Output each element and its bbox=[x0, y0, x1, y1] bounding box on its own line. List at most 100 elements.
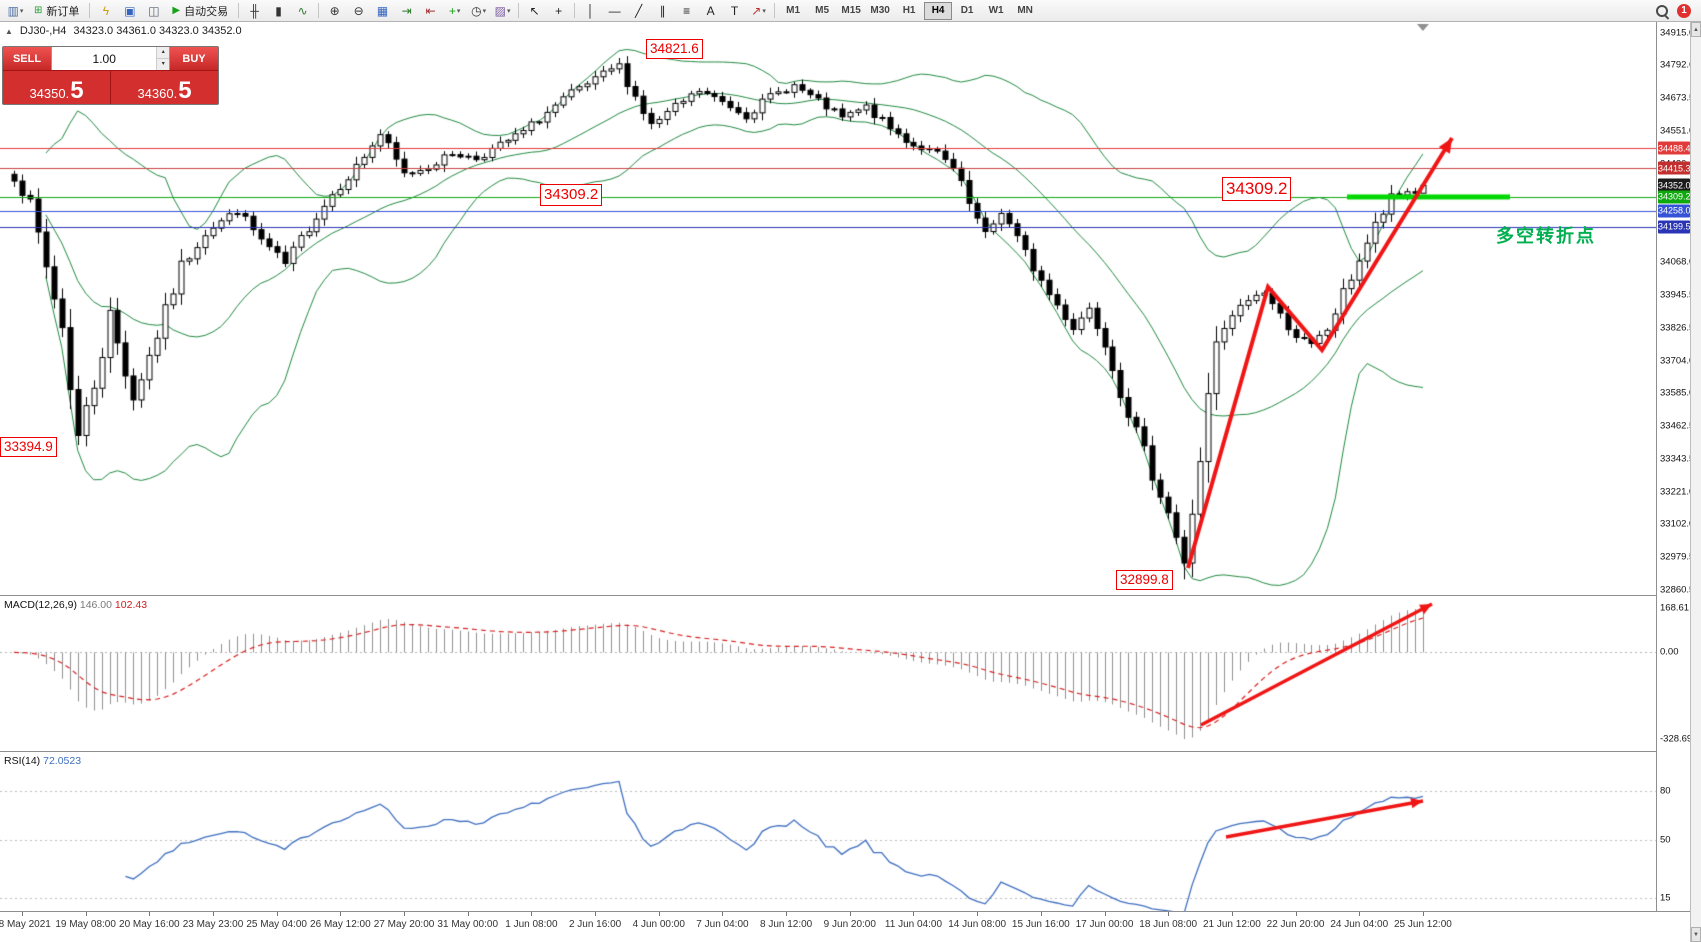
sell-button[interactable]: SELL bbox=[3, 47, 51, 70]
macd-panel-canvas[interactable] bbox=[0, 596, 1656, 751]
timeframe-button-m30[interactable]: M30 bbox=[870, 5, 890, 16]
macd-panel-splitter[interactable] bbox=[0, 595, 1690, 596]
time-axis-label: 25 May 04:00 bbox=[246, 919, 307, 930]
timeframe-button-w1[interactable]: W1 bbox=[988, 5, 1004, 16]
price-tag-34258.0: 34258.0 bbox=[1658, 204, 1691, 218]
price-axis-label: 33704.0 bbox=[1660, 355, 1695, 366]
price-axis-label: 33462.5 bbox=[1660, 420, 1695, 432]
time-axis-tick bbox=[277, 912, 278, 916]
market-icon[interactable]: ▣ bbox=[124, 3, 136, 18]
arrows-icon[interactable]: ↗ ▾ bbox=[751, 3, 766, 18]
price-axis-label: 33826.5 bbox=[1660, 322, 1695, 334]
volume-decrease-button[interactable]: ▾ bbox=[157, 59, 169, 70]
search-icon[interactable] bbox=[1651, 1, 1674, 21]
time-axis-tick bbox=[913, 912, 914, 916]
time-axis-tick bbox=[1359, 912, 1360, 916]
time-axis-tick bbox=[722, 912, 723, 916]
chart-shift-icon[interactable]: ⇤ bbox=[425, 3, 436, 18]
cursor-icon[interactable]: ↖ bbox=[529, 3, 540, 18]
new-order-button[interactable]: ⊞ 新订单 bbox=[34, 5, 80, 18]
time-axis-label: 8 Jun 12:00 bbox=[759, 919, 813, 930]
indicators-icon[interactable]: + ▾ bbox=[448, 3, 461, 18]
periods-icon[interactable]: ◷ ▾ bbox=[471, 3, 487, 18]
crosshair-icon[interactable]: + bbox=[555, 3, 563, 18]
chevron-down-icon: ▾ bbox=[456, 7, 461, 15]
bottom-price-label[interactable]: 32899.8 bbox=[1116, 570, 1173, 590]
toolbar-separator bbox=[774, 3, 776, 18]
time-axis-label: 25 Jun 12:00 bbox=[1393, 919, 1452, 930]
level-price-label-left[interactable]: 34309.2 bbox=[540, 184, 603, 206]
time-axis-tick bbox=[340, 912, 341, 916]
volume-input[interactable] bbox=[52, 47, 157, 70]
buy-button[interactable]: BUY bbox=[170, 47, 218, 70]
layouts-icon[interactable]: ◫ bbox=[148, 3, 160, 18]
price-axis[interactable]: 34915.034792.634673.534551.034430.134309… bbox=[1656, 22, 1694, 911]
metaeditor-icon[interactable]: ϟ bbox=[102, 3, 110, 18]
vertical-scrollbar[interactable]: ▲ ▼ bbox=[1690, 22, 1701, 942]
trendline-icon[interactable]: ╱ bbox=[634, 3, 643, 18]
rsi-value: 72.0523 bbox=[43, 755, 82, 767]
timeframe-button-mn[interactable]: MN bbox=[1017, 5, 1033, 16]
bar-chart-icon[interactable]: ╫ bbox=[250, 3, 259, 18]
time-axis-tick bbox=[1168, 912, 1169, 916]
autotrading-button[interactable]: ▶ 自动交易 bbox=[172, 5, 229, 18]
scroll-down-button[interactable]: ▼ bbox=[1691, 927, 1701, 942]
text-icon[interactable]: A bbox=[706, 3, 715, 18]
price-tag-34488.4: 34488.4 bbox=[1658, 141, 1691, 155]
time-axis-label: 22 Jun 20:00 bbox=[1266, 919, 1325, 930]
zoom-in-icon[interactable]: ⊕ bbox=[329, 3, 340, 18]
symbol-period-label: DJ30-,H4 bbox=[19, 25, 67, 37]
label-icon[interactable]: T bbox=[730, 3, 739, 18]
main-chart-canvas[interactable] bbox=[0, 22, 1656, 595]
templates-icon[interactable]: ▨ ▾ bbox=[494, 3, 511, 18]
time-axis-label: 23 May 23:00 bbox=[182, 919, 244, 930]
time-axis-tick bbox=[1423, 912, 1424, 916]
price-axis-label: 34673.5 bbox=[1660, 92, 1695, 104]
time-axis-tick bbox=[22, 912, 23, 916]
timeframe-button-m1[interactable]: M1 bbox=[786, 5, 801, 16]
toolbar-separator bbox=[89, 3, 91, 18]
timeframe-button-m15[interactable]: M15 bbox=[841, 5, 861, 16]
time-axis-tick bbox=[86, 912, 87, 916]
high-price-label[interactable]: 34821.6 bbox=[646, 39, 703, 59]
time-axis-label: 14 Jun 08:00 bbox=[948, 919, 1007, 930]
time-axis-label: 27 May 20:00 bbox=[373, 919, 435, 930]
fibonacci-icon[interactable]: ≡ bbox=[683, 3, 691, 18]
channel-icon[interactable]: ∥ bbox=[659, 3, 666, 18]
price-axis-label: 33585.0 bbox=[1660, 387, 1695, 399]
macd-axis-label: 0.00 bbox=[1660, 646, 1679, 658]
zoom-out-icon[interactable]: ⊖ bbox=[353, 3, 364, 18]
horizontal-line-icon[interactable]: ― bbox=[608, 3, 621, 18]
swing-low-label[interactable]: 33394.9 bbox=[0, 437, 57, 457]
scroll-up-button[interactable]: ▲ bbox=[1691, 22, 1701, 37]
buy-price[interactable]: 34360. 5 bbox=[111, 71, 218, 104]
timeframe-button-m5[interactable]: M5 bbox=[815, 5, 830, 16]
vertical-line-icon[interactable]: │ bbox=[586, 3, 595, 18]
rsi-name: RSI(14) bbox=[4, 755, 41, 767]
price-tag-34309.2: 34309.2 bbox=[1658, 190, 1691, 204]
turning-point-note[interactable]: 多空转折点 bbox=[1496, 226, 1596, 246]
timeframe-button-h1[interactable]: H1 bbox=[902, 5, 916, 16]
chevron-down-icon: ▾ bbox=[762, 7, 766, 15]
level-price-label-right[interactable]: 34309.2 bbox=[1222, 177, 1292, 202]
volume-increase-button[interactable]: ▴ bbox=[157, 47, 169, 59]
tile-windows-icon[interactable]: ▦ bbox=[376, 3, 389, 18]
new-chart-icon[interactable]: ▥ ▾ bbox=[7, 3, 24, 18]
timeframe-button-h4[interactable]: H4 bbox=[924, 1, 953, 20]
line-chart-icon[interactable]: ∿ bbox=[297, 3, 308, 18]
toolbar: ▥ ▾ ⊞ 新订单 ϟ ▣ ◫ ▶ 自动交易 ╫ ▮ ∿ ⊕ ⊖ ▦ ⇥ ⇤ + ▾ ◷ ▾ ▨ ▾ ↖ + │ ― ╱ ∥ ≡ A T ↗ ▾ M… bbox=[0, 0, 1701, 22]
sell-price[interactable]: 34350. 5 bbox=[3, 71, 111, 104]
candlestick-chart-icon[interactable]: ▮ bbox=[275, 3, 282, 18]
auto-scroll-icon[interactable]: ⇥ bbox=[401, 3, 412, 18]
rsi-panel-splitter[interactable] bbox=[0, 751, 1690, 752]
time-axis-tick bbox=[595, 912, 596, 916]
time-axis-tick bbox=[1105, 912, 1106, 916]
time-axis-tick bbox=[404, 912, 405, 916]
macd-indicator-label: MACD(12,26,9) 146.00 102.43 bbox=[4, 599, 147, 611]
trade-panel-toggle-icon[interactable]: ▲ bbox=[5, 26, 13, 36]
rsi-panel-canvas[interactable] bbox=[0, 752, 1656, 911]
notifications-badge[interactable]: 1 bbox=[1677, 3, 1691, 18]
timeframe-button-d1[interactable]: D1 bbox=[960, 5, 974, 16]
rsi-axis-label: 15 bbox=[1660, 892, 1671, 904]
